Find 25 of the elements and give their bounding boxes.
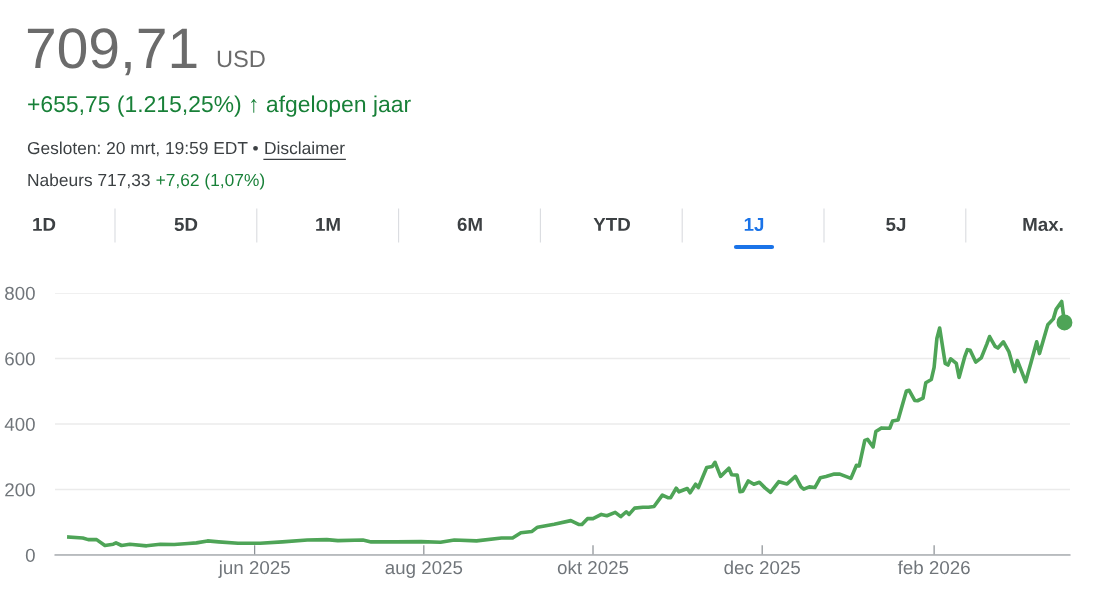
y-tick-label: 400 [4, 417, 35, 431]
text: 6M [457, 217, 482, 232]
x-tick-label: aug 2025 [385, 560, 463, 578]
text: 1J [744, 217, 764, 232]
y-tick-label: 600 [5, 352, 35, 366]
text: Disclaimer [265, 141, 345, 155]
x-tick-label: feb 2026 [897, 560, 970, 575]
text: 5D [174, 217, 198, 232]
x-tick-label: jun 2025 [218, 560, 290, 578]
y-tick-label: 200 [5, 483, 35, 497]
text: 1D [33, 217, 56, 231]
text: YTD [593, 217, 630, 231]
text: Nabeurs 717,33 [28, 173, 150, 189]
text: USD [217, 50, 265, 68]
text: +7,62 (1,07%) [156, 173, 265, 190]
x-tick-label: dec 2025 [724, 560, 800, 575]
x-tick-label: okt 2025 [557, 560, 629, 575]
text: 5J [886, 217, 906, 232]
text: Max. [1023, 217, 1063, 232]
y-tick-label: 800 [5, 286, 35, 300]
text: +655,75 (1.215,25%) ↑ afgelopen jaar [28, 95, 411, 117]
y-tick-label: 0 [25, 548, 35, 562]
chart-title: 709,71 [27, 28, 197, 76]
text: Gesloten: 20 mrt, 19:59 EDT • [27, 141, 258, 157]
text: 1M [316, 217, 340, 231]
